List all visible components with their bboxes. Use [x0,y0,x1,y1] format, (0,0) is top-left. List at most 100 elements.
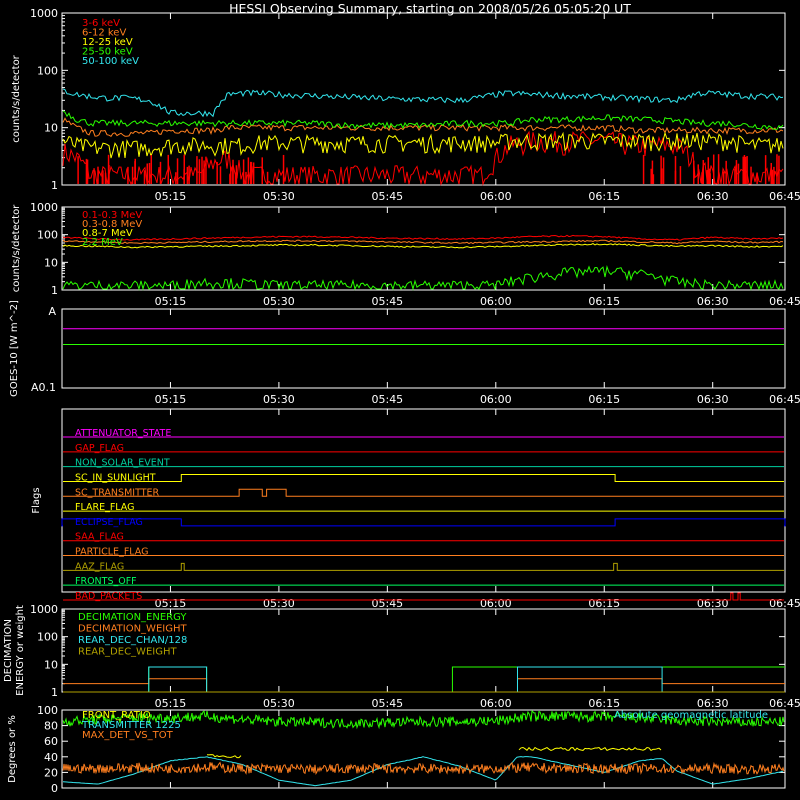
x-tick-label: 05:30 [263,393,295,406]
x-tick-label: 06:00 [480,190,512,203]
x-tick-label: 06:30 [697,597,729,610]
x-tick-label: 06:15 [588,190,620,203]
x-tick-label: 06:00 [480,295,512,308]
panel-goes: 05:15 05:30 05:45 06:00 06:15 06:30 06:45 A A0.1… [9,300,800,406]
legend-0-3-0-8-mev: 0.3-0.8 MeV [82,219,142,230]
y-tick-label: 100 [37,631,58,644]
series-rear-dec-chan-128 [63,666,785,693]
legend-max-det-vs-tot: MAX_DET_VS_TOT [82,730,174,741]
flag-trace-sc-transmitter [63,488,784,497]
series-decimation-weight [63,678,785,693]
x-tick-label: 05:45 [371,190,403,203]
flag-label-sc-in-sunlight: SC_IN_SUNLIGHT [75,472,156,483]
legend-decimation-weight: DECIMATION_WEIGHT [78,624,187,635]
legend-rear-dec-weight: REAR_DEC_WEIGHT [78,647,177,658]
series-max-det-vs-tot [62,761,785,776]
flag-label-gap-flag: GAP_FLAG [75,443,124,454]
y-tick-label: 40 [44,751,58,764]
x-tick-label: 05:45 [371,393,403,406]
y-tick-label: 1000 [30,603,58,616]
y-tick-label: 60 [44,735,58,748]
y-axis-label: ENERGY or weight [15,605,26,696]
x-tick-label: 06:30 [697,393,729,406]
y-tick-label: 1 [51,686,58,699]
y-tick-label: 10 [44,658,58,671]
x-tick-label: 05:45 [371,597,403,610]
flag-trace-bad-packets [63,592,784,601]
series-3-6-kev [62,130,784,186]
legend-front-ratio: FRONT_RATIO [82,710,151,721]
flag-trace-eclipse-flag [61,518,786,527]
y-axis-label: counts/s/detector [11,54,22,142]
series-50-100-kev [62,88,784,118]
panel-lightcurves: 05:15 05:30 05:45 06:00 06:15 06:30 06:45 1 10 10… [11,7,800,203]
panel-frame [61,12,786,186]
y-tick-label: 80 [44,720,58,733]
legend-0-1-0-3-mev: 0.1-0.3 MeV [82,210,142,221]
y-tick-label: 1000 [30,201,58,214]
x-tick-label: 06:45 [769,190,800,203]
x-tick-label: 05:15 [155,190,187,203]
x-tick-label: 06:15 [588,597,620,610]
x-tick-label: 06:00 [480,597,512,610]
flag-label-sc-transmitter: SC_TRANSMITTER [75,487,160,498]
x-tick-label: 06:00 [480,393,512,406]
series-0-1-0-3-mev [62,234,784,241]
y-tick-label: A0.1 [31,381,56,394]
series-12-25-kev [62,131,784,159]
legend-50-100-kev: 50-100 keV [82,56,139,67]
x-tick-label: 05:15 [155,597,187,610]
flag-label-bad-packets: BAD_PACKETS [75,591,142,602]
series-0-3-0-8-mev [62,239,784,245]
x-tick-label: 06:45 [769,295,800,308]
x-tick-label: 06:45 [769,393,800,406]
flag-label-flare-flag: FLARE_FLAG [75,502,135,513]
series-absolute-geomagnetic-latitude [62,709,785,730]
panels: 05:15 05:30 05:45 06:00 06:15 06:30 06:4511010… [3,7,800,795]
x-tick-label: 06:30 [697,190,729,203]
y-tick-label: 1 [51,284,58,297]
flag-label-eclipse-flag: ECLIPSE_FLAG [75,517,143,528]
panel-frame [61,308,786,389]
flag-label-attenuator-state: ATTENUATOR_STATE [75,428,171,439]
y-axis-label: DECIMATION [3,619,14,682]
legend-25-50-kev: 25-50 keV [82,47,133,58]
flag-trace-aaz-flag [63,562,784,571]
series-transmitter-1225 [62,756,784,787]
panel-flags: 05:15 05:30 05:45 06:00 06:15 06:30 06:45 Flags… [31,408,800,610]
x-tick-label: 05:15 [155,697,187,710]
y-tick-label: 100 [37,704,58,717]
y-axis-label: Flags [31,487,42,513]
flag-label-non-solar-event: NON_SOLAR_EVENT [75,458,170,469]
x-tick-label: 05:45 [371,295,403,308]
series-2-2-mev [62,265,784,291]
panel-frame [61,206,786,291]
legend-3-6-kev: 3-6 keV [82,18,120,29]
series-6-12-kev [62,117,784,137]
legend-rear-dec-chan-128: REAR_DEC_CHAN/128 [78,635,187,646]
y-tick-label: A [48,305,56,318]
y-tick-label: 10 [44,256,58,269]
series-front-ratio [206,746,662,759]
y-axis-label: Degrees or % [7,715,18,783]
legend-0-8-7-mev: 0.8-7 MeV [82,228,133,239]
figure-title: HESSI Observing Summary, starting on 200… [229,1,631,16]
x-tick-label: 06:30 [697,295,729,308]
x-tick-label: 05:15 [155,295,187,308]
y-tick-label: 100 [37,64,58,77]
panel-decimation: 05:15 05:30 05:45 06:00 06:15 06:30 06:45 1 10 10… [3,603,800,710]
x-tick-label: 06:15 [588,393,620,406]
x-tick-label: 06:00 [480,697,512,710]
y-axis-label: GOES-10 [W m^-2] [9,300,20,397]
x-tick-label: 05:15 [155,393,187,406]
flag-label-aaz-flag: AAZ_FLAG [75,561,124,572]
series-0-8-7-mev [62,243,784,249]
series-decimation-energy [63,666,785,693]
y-tick-label: 10 [44,122,58,135]
x-tick-label: 05:30 [263,697,295,710]
x-tick-label: 05:30 [263,295,295,308]
x-tick-label: 06:15 [588,697,620,710]
panel-frame [61,408,786,593]
x-tick-label: 06:30 [697,697,729,710]
